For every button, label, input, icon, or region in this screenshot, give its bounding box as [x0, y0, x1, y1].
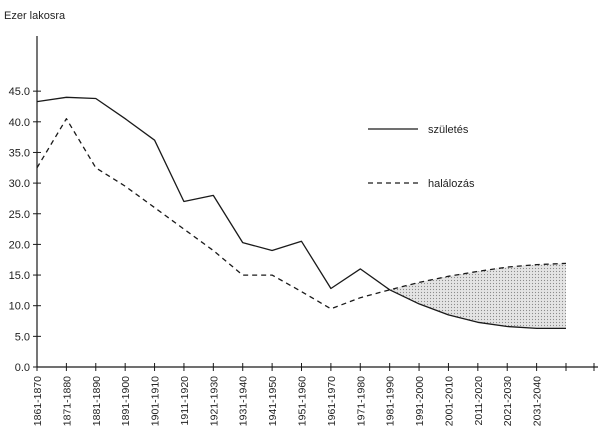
x-tick-label: 1871-1880	[61, 376, 73, 426]
x-tick-label: 1991-2000	[414, 376, 426, 426]
y-tick-label: 35.0	[9, 147, 30, 159]
x-tick-label: 1941-1950	[267, 376, 279, 426]
y-tick-label: 30.0	[9, 178, 30, 190]
x-tick-label: 2011-2020	[473, 376, 485, 426]
y-tick-label: 15.0	[9, 270, 30, 282]
x-tick-label: 1921-1930	[208, 376, 220, 426]
x-tick-label: 1911-1920	[179, 376, 191, 426]
x-tick-label: 1981-1990	[385, 376, 397, 426]
shaded-area	[389, 263, 566, 329]
x-tick-label: 2021-2030	[502, 376, 514, 426]
y-tick-label: 5.0	[15, 331, 30, 343]
x-tick-label: 1891-1900	[120, 376, 132, 426]
x-axis: 1861-1870 1871-1880 1881-1890 1891-1900 1901…	[32, 363, 598, 426]
x-tick-label: 1951-1960	[297, 376, 309, 426]
y-tick-label: 25.0	[9, 209, 30, 221]
x-tick-label: 1931-1940	[238, 376, 250, 426]
x-tick-label: 1901-1910	[150, 376, 162, 426]
x-tick-label: 1881-1890	[91, 376, 103, 426]
legend-label-szuletes: születés	[428, 124, 469, 136]
x-tick-label: 2031-2040	[532, 376, 544, 426]
shaded-region	[389, 263, 566, 329]
y-tick-label: 0.0	[15, 362, 30, 374]
series-line-szuletes	[36, 96, 566, 330]
x-tick-label: 2001-2010	[443, 376, 455, 426]
x-tick-label: 1971-1980	[355, 376, 367, 426]
legend: születés halálozás	[368, 124, 475, 190]
y-tick-label: 20.0	[9, 239, 30, 251]
y-axis-label: Ezer lakosra	[4, 10, 66, 22]
y-tick-label: 45.0	[9, 86, 30, 98]
x-tick-label: 1861-1870	[32, 376, 44, 426]
legend-label-halalozas: halálozás	[428, 178, 475, 190]
x-tick-label: 1961-1970	[326, 376, 338, 426]
y-tick-label: 40.0	[9, 117, 30, 129]
y-tick-label: 10.0	[9, 301, 30, 313]
series-lines	[36, 96, 567, 330]
y-axis: 0.0 5.0 10.0 15.0 20.0 25.0 30.0 35.0 40.0 45.0	[9, 36, 41, 374]
